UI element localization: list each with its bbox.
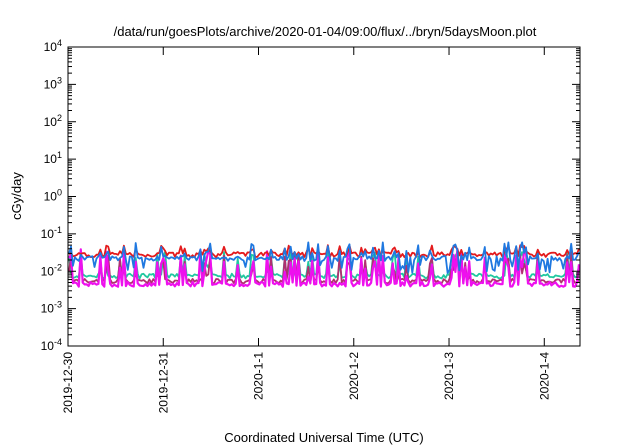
y-tick-label: 101	[44, 150, 62, 166]
x-tick-label: 2020-1-2	[347, 352, 361, 400]
plot-frame	[67, 46, 581, 347]
x-tick-label: 2020-1-3	[442, 352, 456, 400]
y-tick-label: 102	[44, 113, 62, 129]
x-axis-label: Coordinated Universal Time (UTC)	[224, 430, 423, 445]
y-tick-label: 10-1	[41, 225, 62, 241]
y-tick-label: 10-2	[41, 262, 62, 278]
y-tick-label: 100	[44, 188, 62, 204]
y-tick-label: 104	[44, 38, 62, 54]
series-line	[68, 250, 580, 280]
y-tick-label: 10-4	[41, 337, 62, 353]
y-axis: 10-4 10-3 10-2 10-1 100 101 102 103 104	[41, 38, 580, 353]
series-line	[68, 248, 581, 288]
y-axis-label: cGy/day	[9, 172, 24, 220]
x-axis: 2019-12-30 2019-12-31 2020-1-1 2020-1-2 2020…	[61, 47, 551, 413]
x-tick-label: 2020-1-4	[537, 352, 551, 400]
series-line	[68, 244, 580, 259]
x-tick-label: 2019-12-30	[61, 352, 75, 414]
series-layer	[68, 241, 581, 288]
y-tick-label: 103	[44, 75, 62, 91]
chart-title: /data/run/goesPlots/archive/2020-01-04/0…	[114, 24, 537, 39]
x-tick-label: 2020-1-1	[252, 352, 266, 400]
series-line	[68, 241, 580, 274]
series-line	[68, 252, 580, 285]
x-tick-label: 2019-12-31	[156, 352, 170, 414]
y-tick-label: 10-3	[41, 300, 62, 316]
